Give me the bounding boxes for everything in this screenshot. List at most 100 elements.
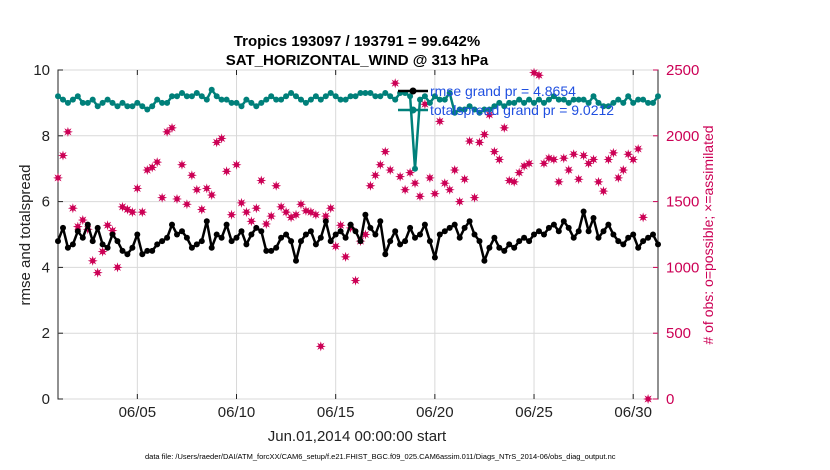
rmse-point	[471, 231, 478, 238]
rmse-point	[94, 224, 101, 231]
rmse-point	[74, 228, 81, 235]
rmse-point	[332, 231, 339, 238]
rmse-point	[124, 251, 131, 258]
totalspread-point	[575, 96, 582, 103]
obs-assimilated-marker	[350, 275, 361, 286]
obs-assimilated-marker	[479, 129, 490, 140]
rmse-point	[620, 241, 627, 248]
rmse-point	[476, 238, 483, 245]
totalspread-point	[655, 93, 661, 100]
totalspread-point	[536, 96, 542, 103]
rmse-point	[253, 224, 260, 231]
totalspread-point	[188, 93, 195, 100]
totalspread-point	[317, 96, 324, 103]
totalspread-point	[555, 96, 562, 103]
rmse-point	[545, 224, 552, 231]
obs-assimilated-marker	[58, 150, 68, 161]
x-tick-label: 06/25	[515, 404, 553, 421]
totalspread-point	[511, 99, 518, 106]
totalspread-point	[179, 90, 185, 96]
totalspread-point	[159, 99, 166, 106]
obs-assimilated-marker	[261, 219, 272, 229]
rmse-point	[64, 244, 71, 251]
totalspread-point	[560, 96, 567, 103]
rmse-point	[466, 218, 473, 225]
rmse-point	[263, 247, 270, 254]
y2-tick-label: 2000	[666, 128, 699, 145]
totalspread-point	[377, 93, 384, 100]
totalspread-point	[431, 93, 438, 100]
rmse-point	[89, 238, 96, 245]
y2-axis-label: # of obs: o=possible; ×=assimilated	[700, 125, 716, 344]
totalspread-point	[595, 99, 602, 106]
totalspread-point	[69, 96, 76, 103]
totalspread-point	[550, 93, 557, 100]
rmse-point	[645, 234, 652, 241]
totalspread-point	[233, 99, 240, 106]
rmse-point	[198, 238, 205, 245]
obs-assimilated-marker	[375, 159, 386, 170]
data-file-footnote: data file: /Users/raeder/DAI/ATM_forcXX/…	[145, 452, 616, 461]
totalspread-point	[516, 96, 523, 103]
obs-assimilated-marker	[380, 146, 391, 157]
rmse-point	[412, 234, 418, 241]
obs-assimilated-marker	[132, 183, 143, 194]
totalspread-point	[223, 96, 230, 103]
rmse-point	[248, 231, 255, 238]
x-axis-label: Jun.01,2014 00:00:00 start	[268, 428, 447, 445]
obs-assimilated-marker	[390, 78, 401, 89]
totalspread-point	[74, 93, 81, 100]
y-tick-label: 0	[42, 391, 50, 408]
rmse-point	[218, 234, 225, 241]
rmse-point	[268, 247, 275, 254]
obs-assimilated-marker	[221, 166, 232, 177]
totalspread-point	[600, 103, 607, 110]
obs-assimilated-marker	[231, 159, 242, 170]
obs-assimilated-marker	[534, 70, 544, 81]
totalspread-point	[322, 93, 329, 100]
totalspread-point	[417, 96, 423, 103]
rmse-point	[382, 251, 389, 258]
totalspread-point	[496, 99, 503, 106]
obs-assimilated-marker	[588, 154, 599, 165]
rmse-point	[352, 228, 359, 235]
totalspread-point	[545, 96, 552, 103]
rmse-point	[69, 241, 76, 248]
obs-assimilated-marker	[256, 175, 267, 186]
rmse-point	[109, 231, 116, 238]
chart-subtitle: SAT_HORIZONTAL_WIND @ 313 hPa	[226, 52, 489, 69]
totalspread-point	[635, 96, 642, 103]
totalspread-point	[456, 106, 463, 113]
obs-assimilated-marker	[385, 165, 396, 175]
totalspread-point	[342, 96, 349, 103]
obs-assimilated-marker	[598, 186, 609, 197]
totalspread-point	[238, 103, 245, 110]
rmse-point	[421, 221, 428, 228]
legend: rmse grand pr = 4.8654 totalspread grand…	[398, 83, 614, 118]
obs-assimilated-marker	[330, 241, 341, 252]
rmse-point	[84, 221, 91, 228]
totalspread-point	[620, 99, 627, 106]
obs-assimilated-marker	[454, 196, 465, 207]
totalspread-point	[521, 99, 528, 106]
totalspread-point	[446, 90, 453, 96]
obs-assimilated-marker	[152, 157, 163, 168]
rmse-point	[600, 228, 607, 235]
rmse-point	[347, 221, 354, 228]
rmse-point	[402, 238, 409, 245]
totalspread-point	[283, 93, 290, 100]
rmse-point	[372, 231, 379, 238]
rmse-point	[426, 238, 433, 245]
totalspread-point	[362, 90, 369, 96]
chart-title: Tropics 193097 / 193791 = 99.642%	[234, 33, 480, 50]
rmse-point	[288, 238, 295, 245]
rmse-point	[193, 241, 200, 248]
obs-assimilated-marker	[172, 194, 182, 204]
rmse-point	[144, 247, 151, 254]
rmse-point	[431, 254, 438, 261]
totalspread-point	[154, 96, 161, 103]
rmse-point	[228, 238, 235, 245]
totalspread-point	[640, 96, 647, 103]
rmse-point	[298, 238, 304, 245]
rmse-point	[283, 231, 290, 238]
